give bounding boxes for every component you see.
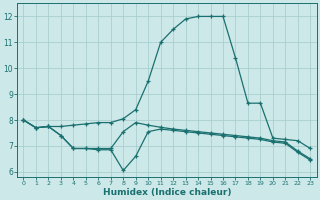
X-axis label: Humidex (Indice chaleur): Humidex (Indice chaleur) [103,188,231,197]
